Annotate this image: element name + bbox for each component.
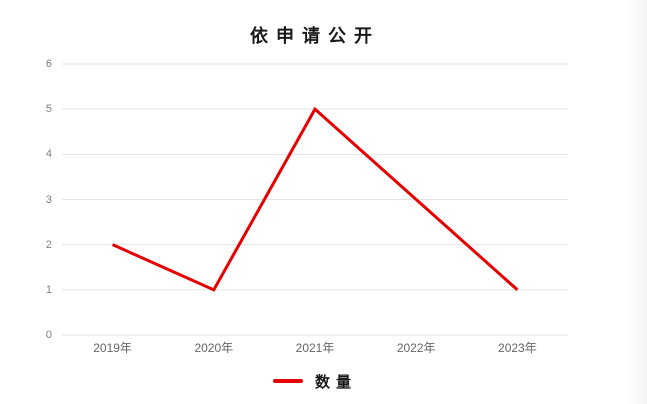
y-tick-label: 0 <box>45 329 52 341</box>
x-tick-label: 2021年 <box>295 341 335 355</box>
y-tick-label: 5 <box>45 103 52 116</box>
legend-label: 数量 <box>314 372 357 391</box>
y-tick-label: 6 <box>45 58 52 70</box>
x-tick-label: 2019年 <box>93 341 132 355</box>
x-tick-label: 2022年 <box>396 341 436 355</box>
right-edge-shade <box>627 0 647 404</box>
y-tick-label: 4 <box>45 148 52 161</box>
legend-line-swatch <box>272 379 303 383</box>
legend: 数量 <box>0 371 630 391</box>
chart-title: 依申请公开 <box>250 26 380 47</box>
y-tick-label: 1 <box>45 283 52 296</box>
x-tick-label: 2020年 <box>194 341 234 355</box>
y-tick-label: 3 <box>45 193 52 206</box>
y-tick-label: 2 <box>45 238 52 251</box>
data-line-数量 <box>111 106 519 292</box>
x-tick-label: 2023年 <box>498 341 537 355</box>
